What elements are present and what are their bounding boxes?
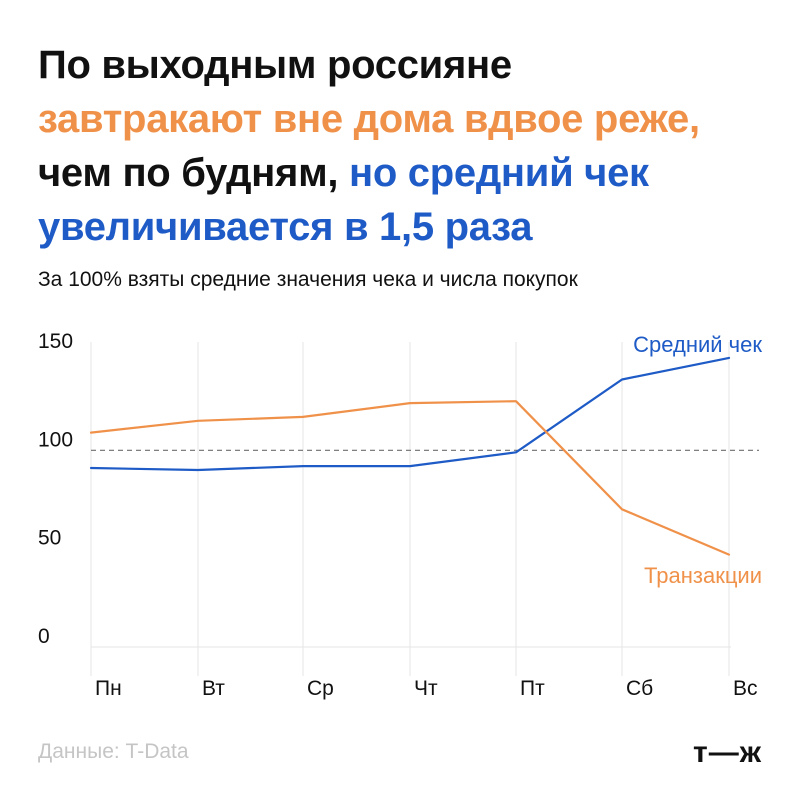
series-line-1 — [89, 400, 731, 556]
brand-logo: т—ж — [693, 736, 762, 769]
series-line-0 — [89, 356, 731, 472]
y-tick-label-50: 50 — [38, 527, 61, 550]
x-tick-label-3: Чт — [414, 677, 438, 700]
y-tick-label-150: 150 — [38, 330, 73, 353]
line-chart: 0 50 100 150 Пн Вт Ср Чт Пт Сб Вс Средний чек Транза… — [38, 330, 762, 700]
x-tick-label-6: Вс — [733, 677, 758, 700]
headline-line-4: увеличивается в 1,5 раза — [38, 205, 533, 249]
y-tick-label-100: 100 — [38, 428, 73, 451]
x-tick-label-2: Ср — [307, 677, 334, 700]
y-tick-label-0: 0 — [38, 625, 50, 648]
series-label-1: Транзакции — [644, 563, 762, 588]
headline-line-3-part-a: чем по будням, — [38, 151, 349, 195]
series-label-0: Средний чек — [633, 332, 762, 357]
x-tick-label-5: Сб — [626, 677, 653, 700]
data-source: Данные: T-Data — [38, 740, 189, 763]
x-tick-label-1: Вт — [202, 677, 225, 700]
headline-line-1: По выходным россияне — [38, 43, 512, 87]
chart-subtitle: За 100% взяты средние значения чека и чи… — [38, 268, 578, 291]
headline-line-3: чем по будням, но средний чек — [38, 146, 778, 200]
headline-line-2: завтракают вне дома вдвое реже, — [38, 97, 700, 141]
x-tick-label-0: Пн — [95, 677, 122, 700]
headline: По выходным россияне завтракают вне дома… — [38, 38, 778, 254]
x-tick-label-4: Пт — [520, 677, 545, 700]
headline-line-3-part-b: но средний чек — [349, 151, 649, 195]
